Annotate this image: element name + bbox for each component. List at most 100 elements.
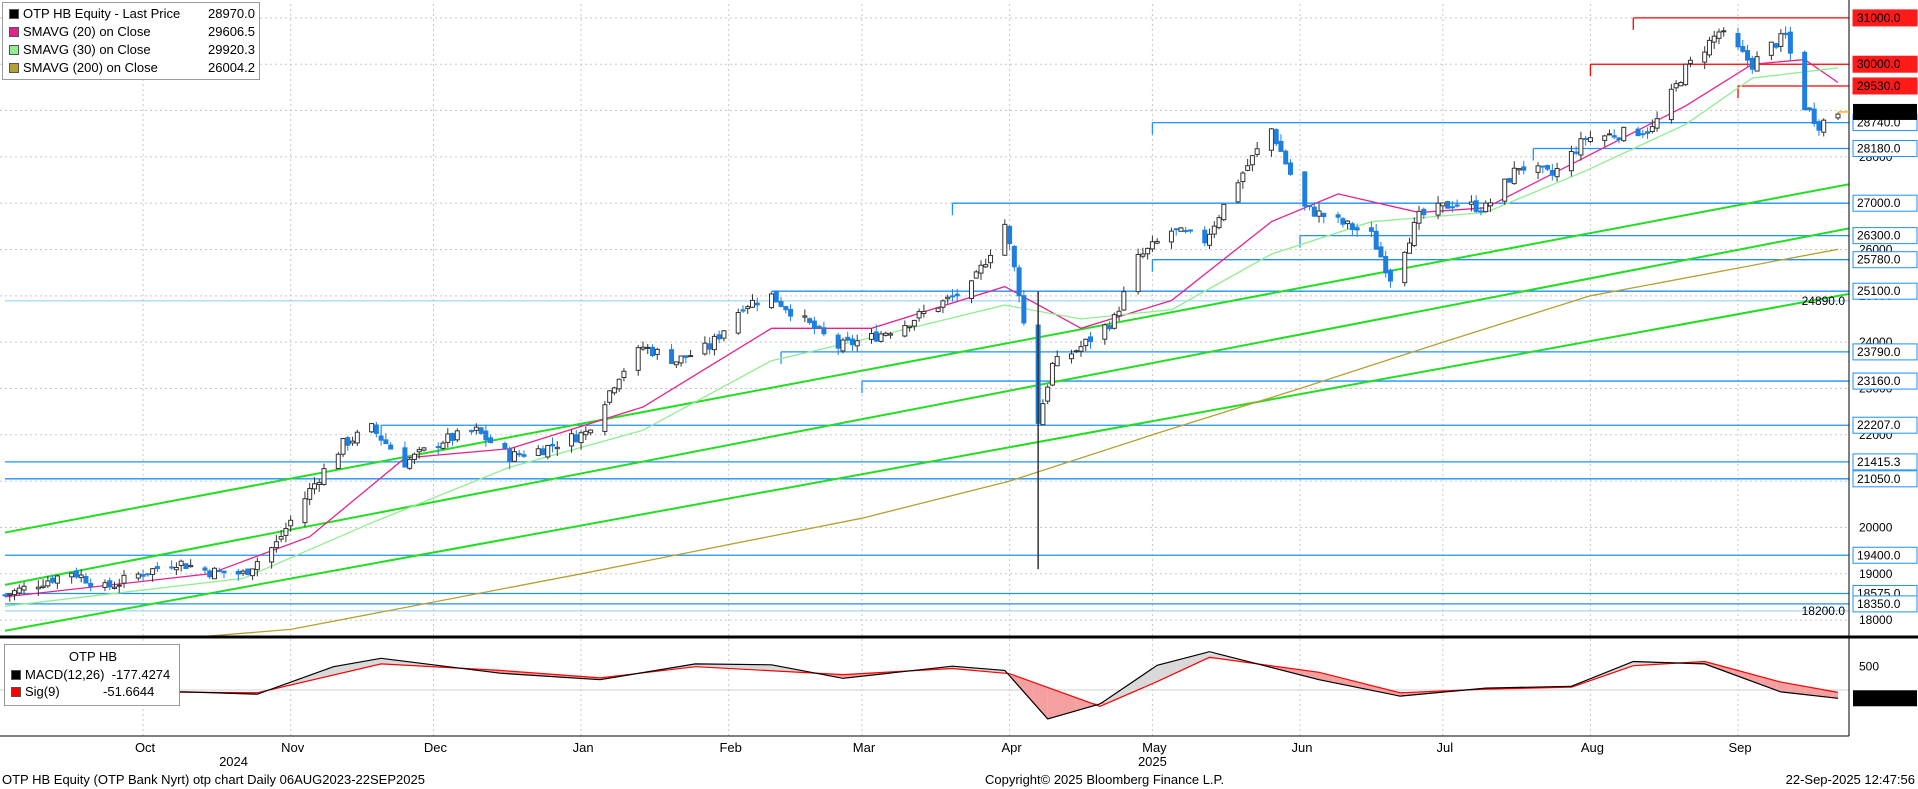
- macd-fill: [1147, 664, 1162, 686]
- macd-label: MACD(12,26): [25, 667, 105, 682]
- candle-body: [288, 519, 294, 527]
- month-tick-label: Aug: [1581, 740, 1604, 755]
- macd-fill: [1376, 686, 1391, 695]
- candle-body: [1606, 133, 1612, 136]
- inline-level-label: 18200.0: [1802, 604, 1846, 618]
- candle-body: [940, 300, 946, 308]
- candle-body: [507, 448, 513, 463]
- candle-body: [954, 293, 960, 297]
- candle-body: [112, 586, 118, 589]
- legend-row-sma30: SMAVG (30) on Close 29920.3: [9, 42, 255, 58]
- candle-body: [21, 585, 27, 591]
- candle-body: [1706, 39, 1712, 56]
- candle-body: [1321, 212, 1327, 218]
- candle-body: [1502, 178, 1508, 202]
- macd-fill: [1161, 660, 1177, 680]
- candle-body: [1687, 59, 1693, 64]
- candle-body: [35, 586, 41, 590]
- price-legend: OTP HB Equity - Last Price 28970.0 SMAVG …: [2, 2, 260, 80]
- candle-body: [378, 435, 384, 441]
- macd-value: -177.4274: [111, 667, 171, 682]
- macd-fill: [1790, 683, 1805, 695]
- candle-body: [221, 570, 227, 574]
- candle-body: [1154, 240, 1160, 244]
- candle-body: [116, 584, 122, 587]
- candle-body: [1640, 133, 1646, 136]
- month-tick-label: Jan: [573, 740, 594, 755]
- candle-body: [1506, 178, 1512, 183]
- candle-body: [240, 570, 246, 574]
- level-value-tag: [1852, 194, 1918, 212]
- candle-body: [407, 458, 413, 469]
- candle-body: [650, 346, 656, 356]
- candle-body: [1249, 155, 1255, 166]
- macd-swatch: [11, 670, 21, 680]
- candle-body: [1078, 346, 1084, 352]
- candle-body: [1783, 32, 1789, 36]
- candle-body: [1187, 229, 1193, 232]
- level-value-label: 21050.0: [1857, 472, 1901, 486]
- candle-body: [473, 426, 479, 431]
- macd-fill: [404, 661, 420, 666]
- candle-body: [783, 306, 789, 311]
- candle-body: [1578, 138, 1584, 156]
- candle-body: [1407, 242, 1413, 254]
- level-value-label: 21415.3: [1857, 455, 1901, 469]
- candle-body: [1535, 165, 1541, 173]
- candle-body: [273, 541, 279, 549]
- candle-body: [450, 433, 456, 441]
- year-tick-label: 2025: [1138, 754, 1167, 769]
- candle-body: [1102, 324, 1108, 340]
- candle-body: [1002, 223, 1008, 256]
- candle-body: [183, 563, 189, 570]
- candle-body: [45, 580, 51, 587]
- candle-body: [1116, 310, 1122, 317]
- candle-body: [1749, 57, 1755, 70]
- candle-body: [269, 547, 275, 563]
- candle-body: [607, 390, 613, 403]
- axes: 1800019000200002100022000230002400025000…: [0, 0, 1918, 769]
- candle-body: [1716, 31, 1722, 39]
- month-tick-label: Apr: [1001, 740, 1022, 755]
- candle-body: [635, 347, 641, 371]
- candle-body: [1416, 210, 1422, 224]
- candle-body: [1468, 201, 1474, 205]
- candle-body: [202, 567, 208, 571]
- candle-body: [654, 348, 660, 355]
- macd-fill: [733, 664, 748, 670]
- candle-body: [811, 320, 817, 330]
- candle-body: [1449, 206, 1455, 209]
- moving-average-line: [4, 67, 1839, 607]
- month-tick-label: Jun: [1292, 740, 1313, 755]
- candle-body: [445, 433, 451, 443]
- candle-body: [1802, 51, 1808, 111]
- candle-body: [573, 434, 579, 443]
- legend-row-sma20: SMAVG (20) on Close 29606.5: [9, 24, 255, 40]
- candle-body: [1202, 229, 1208, 244]
- candle-body: [754, 302, 760, 306]
- candle-body: [873, 331, 879, 342]
- candle-body: [1073, 350, 1079, 353]
- candle-body: [1521, 166, 1527, 171]
- candle-body: [554, 446, 560, 450]
- grid-lines: [0, 4, 1849, 736]
- candle-body: [711, 335, 717, 351]
- candle-body: [1473, 200, 1479, 212]
- macd-fill: [1618, 661, 1634, 671]
- month-tick-label: Mar: [853, 740, 876, 755]
- candle-body: [69, 572, 75, 578]
- candle-body: [1378, 246, 1384, 258]
- moving-average-line: [4, 58, 1839, 598]
- trend-line: [4, 227, 1849, 586]
- candle-body: [588, 429, 594, 434]
- candle-body: [878, 333, 884, 342]
- candle-body: [1221, 203, 1227, 221]
- candle-body: [1121, 291, 1127, 311]
- candle-body: [345, 437, 351, 446]
- month-tick-label: Nov: [281, 740, 305, 755]
- candle-body: [1045, 386, 1051, 402]
- candle-body: [1083, 338, 1089, 347]
- signal-label: Sig(9): [25, 684, 60, 699]
- candle-body: [521, 454, 527, 457]
- macd-fill: [304, 671, 320, 682]
